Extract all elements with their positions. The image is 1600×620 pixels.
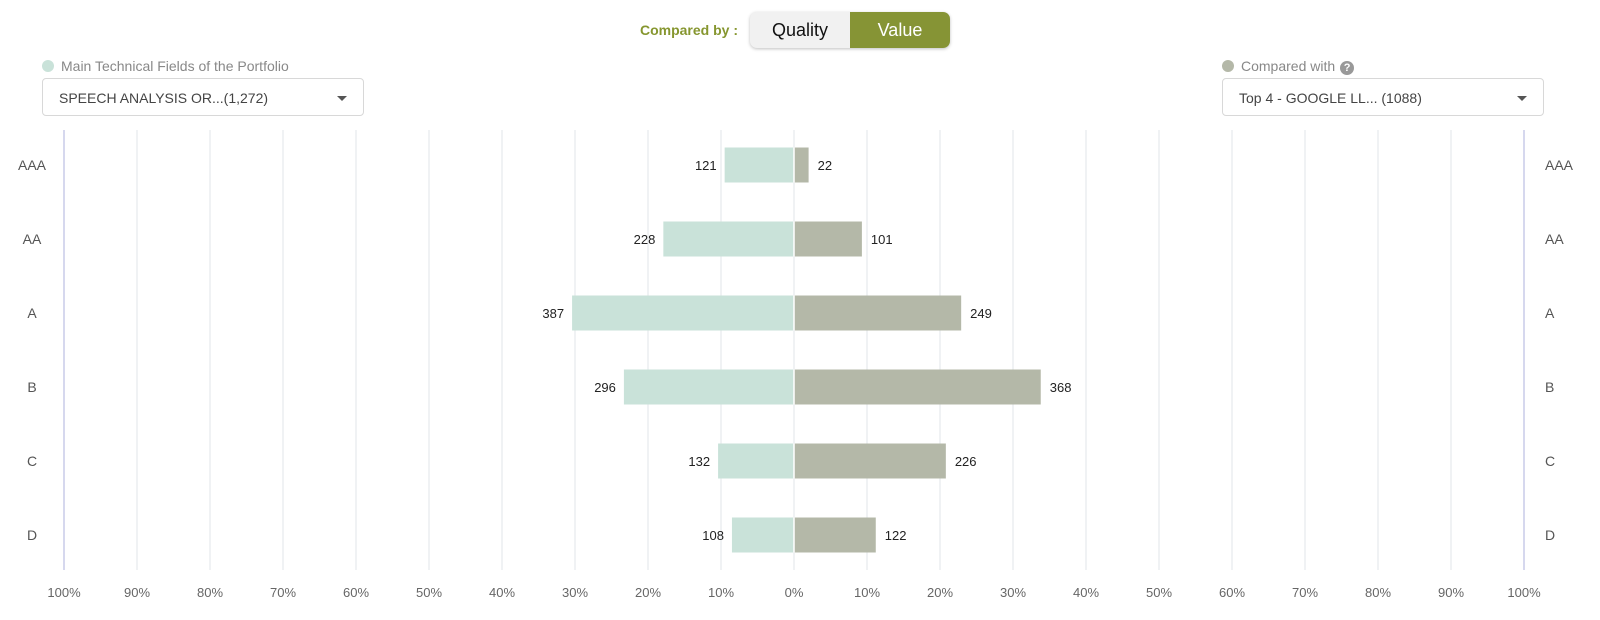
x-tick-label: 80% <box>1365 585 1391 600</box>
left-legend: Main Technical Fields of the Portfolio <box>42 58 289 74</box>
right-bar-label: 249 <box>970 306 992 321</box>
category-label-right: A <box>1545 305 1555 321</box>
category-label-left: B <box>27 379 36 395</box>
x-tick-label: 50% <box>1146 585 1172 600</box>
right-legend-label: Compared with <box>1241 58 1336 74</box>
category-label-left: C <box>27 453 37 469</box>
chevron-down-icon <box>1517 96 1527 101</box>
x-tick-label: 20% <box>927 585 953 600</box>
category-label-left: D <box>27 527 37 543</box>
left-legend-dot-icon <box>42 60 54 72</box>
x-tick-label: 80% <box>197 585 223 600</box>
right-legend: Compared with? <box>1222 58 1355 75</box>
x-tick-label: 30% <box>1000 585 1026 600</box>
right-bar-label: 226 <box>955 454 977 469</box>
x-tick-label: 50% <box>416 585 442 600</box>
compared-with-dropdown-value: Top 4 - GOOGLE LL... (1088) <box>1239 90 1422 106</box>
category-label-right: AA <box>1545 231 1564 247</box>
x-tick-label: 40% <box>489 585 515 600</box>
value-toggle-button[interactable]: Value <box>850 12 950 48</box>
right-bar <box>794 369 1041 405</box>
category-label-right: B <box>1545 379 1554 395</box>
x-tick-label: 90% <box>1438 585 1464 600</box>
chevron-down-icon <box>337 96 347 101</box>
compare-toggle: Quality Value <box>750 12 950 48</box>
x-tick-label: 90% <box>124 585 150 600</box>
category-label-left: AA <box>23 231 42 247</box>
technical-field-dropdown[interactable]: SPEECH ANALYSIS OR...(1,272) <box>42 78 364 116</box>
x-tick-label: 0% <box>785 585 804 600</box>
x-tick-label: 70% <box>270 585 296 600</box>
left-bar <box>572 295 794 331</box>
category-label-left: A <box>27 305 37 321</box>
left-bar-label: 121 <box>695 158 717 173</box>
category-label-right: AAA <box>1545 157 1574 173</box>
x-tick-label: 30% <box>562 585 588 600</box>
technical-field-dropdown-value: SPEECH ANALYSIS OR...(1,272) <box>59 90 269 106</box>
right-bar <box>794 147 809 183</box>
left-bar <box>731 517 794 553</box>
compare-by-row: Compared by : Quality Value <box>0 12 1600 50</box>
x-tick-label: 60% <box>343 585 369 600</box>
quality-toggle-button[interactable]: Quality <box>771 20 829 40</box>
x-tick-label: 60% <box>1219 585 1245 600</box>
left-bar-label: 296 <box>594 380 616 395</box>
compared-with-dropdown[interactable]: Top 4 - GOOGLE LL... (1088) <box>1222 78 1544 116</box>
right-bar <box>794 295 962 331</box>
left-bar <box>718 443 794 479</box>
category-label-right: D <box>1545 527 1555 543</box>
x-tick-label: 10% <box>854 585 880 600</box>
left-bar-label: 387 <box>542 306 564 321</box>
category-label-left: AAA <box>18 157 47 173</box>
right-legend-dot-icon <box>1222 60 1234 72</box>
right-bar-label: 101 <box>871 232 893 247</box>
left-bar-label: 228 <box>634 232 656 247</box>
right-bar-label: 122 <box>885 528 907 543</box>
left-bar <box>724 147 794 183</box>
right-bar <box>794 221 862 257</box>
x-tick-label: 40% <box>1073 585 1099 600</box>
category-label-right: C <box>1545 453 1555 469</box>
x-tick-label: 20% <box>635 585 661 600</box>
left-bar-label: 108 <box>702 528 724 543</box>
x-tick-label: 10% <box>708 585 734 600</box>
right-bar <box>794 517 876 553</box>
left-bar <box>663 221 794 257</box>
right-bar-label: 368 <box>1050 380 1072 395</box>
left-bar-label: 132 <box>688 454 710 469</box>
left-bar <box>623 369 794 405</box>
left-legend-label: Main Technical Fields of the Portfolio <box>61 58 289 74</box>
right-bar <box>794 443 946 479</box>
compared-by-label: Compared by : <box>639 22 738 38</box>
help-icon[interactable]: ? <box>1340 61 1355 75</box>
right-bar-label: 22 <box>818 158 832 173</box>
x-tick-label: 100% <box>1507 585 1541 600</box>
x-tick-label: 100% <box>47 585 81 600</box>
x-tick-label: 70% <box>1292 585 1318 600</box>
